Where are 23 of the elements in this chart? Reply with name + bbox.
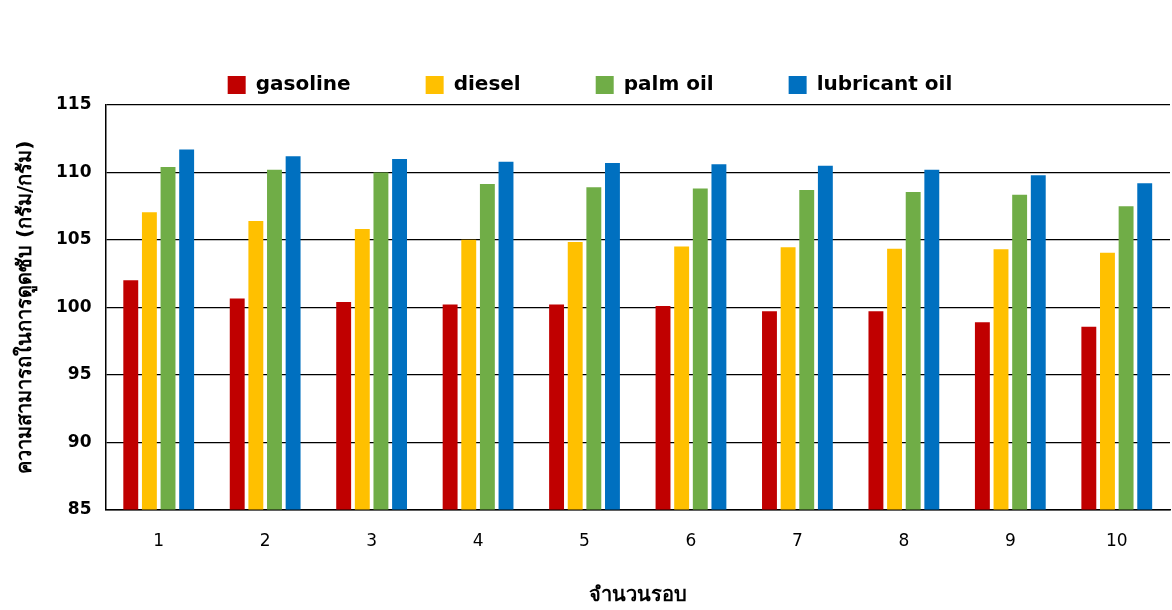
y-tick-label: 105 bbox=[55, 228, 92, 249]
y-tick-label: 90 bbox=[67, 430, 92, 451]
x-tick-label: 1 bbox=[153, 530, 165, 551]
x-tick-label: 2 bbox=[259, 530, 271, 551]
x-tick-label: 7 bbox=[792, 530, 803, 551]
x-tick-label: 4 bbox=[472, 530, 484, 551]
y-tick-label: 85 bbox=[67, 498, 92, 519]
legend-label: gasoline bbox=[255, 71, 351, 96]
y-axis-title: ความสามารถในการดูดซับ (กรัม/กรัม) bbox=[12, 140, 39, 475]
y-tick-label: 95 bbox=[67, 363, 92, 384]
y-tick-label: 115 bbox=[55, 93, 92, 114]
legend-label: palm oil bbox=[623, 71, 714, 96]
legend-label: lubricant oil bbox=[816, 71, 953, 96]
x-tick-label: 10 bbox=[1105, 530, 1128, 551]
x-tick-label: 9 bbox=[1004, 530, 1016, 551]
x-tick-label: 8 bbox=[898, 530, 910, 551]
x-tick-label: 6 bbox=[685, 530, 697, 551]
y-tick-label: 110 bbox=[55, 160, 92, 181]
x-tick-label: 5 bbox=[579, 530, 590, 551]
x-axis-title: จำนวนรอบ bbox=[588, 582, 687, 607]
x-tick-label: 3 bbox=[366, 530, 378, 551]
legend-label: diesel bbox=[453, 71, 521, 96]
y-tick-label: 100 bbox=[55, 295, 92, 316]
